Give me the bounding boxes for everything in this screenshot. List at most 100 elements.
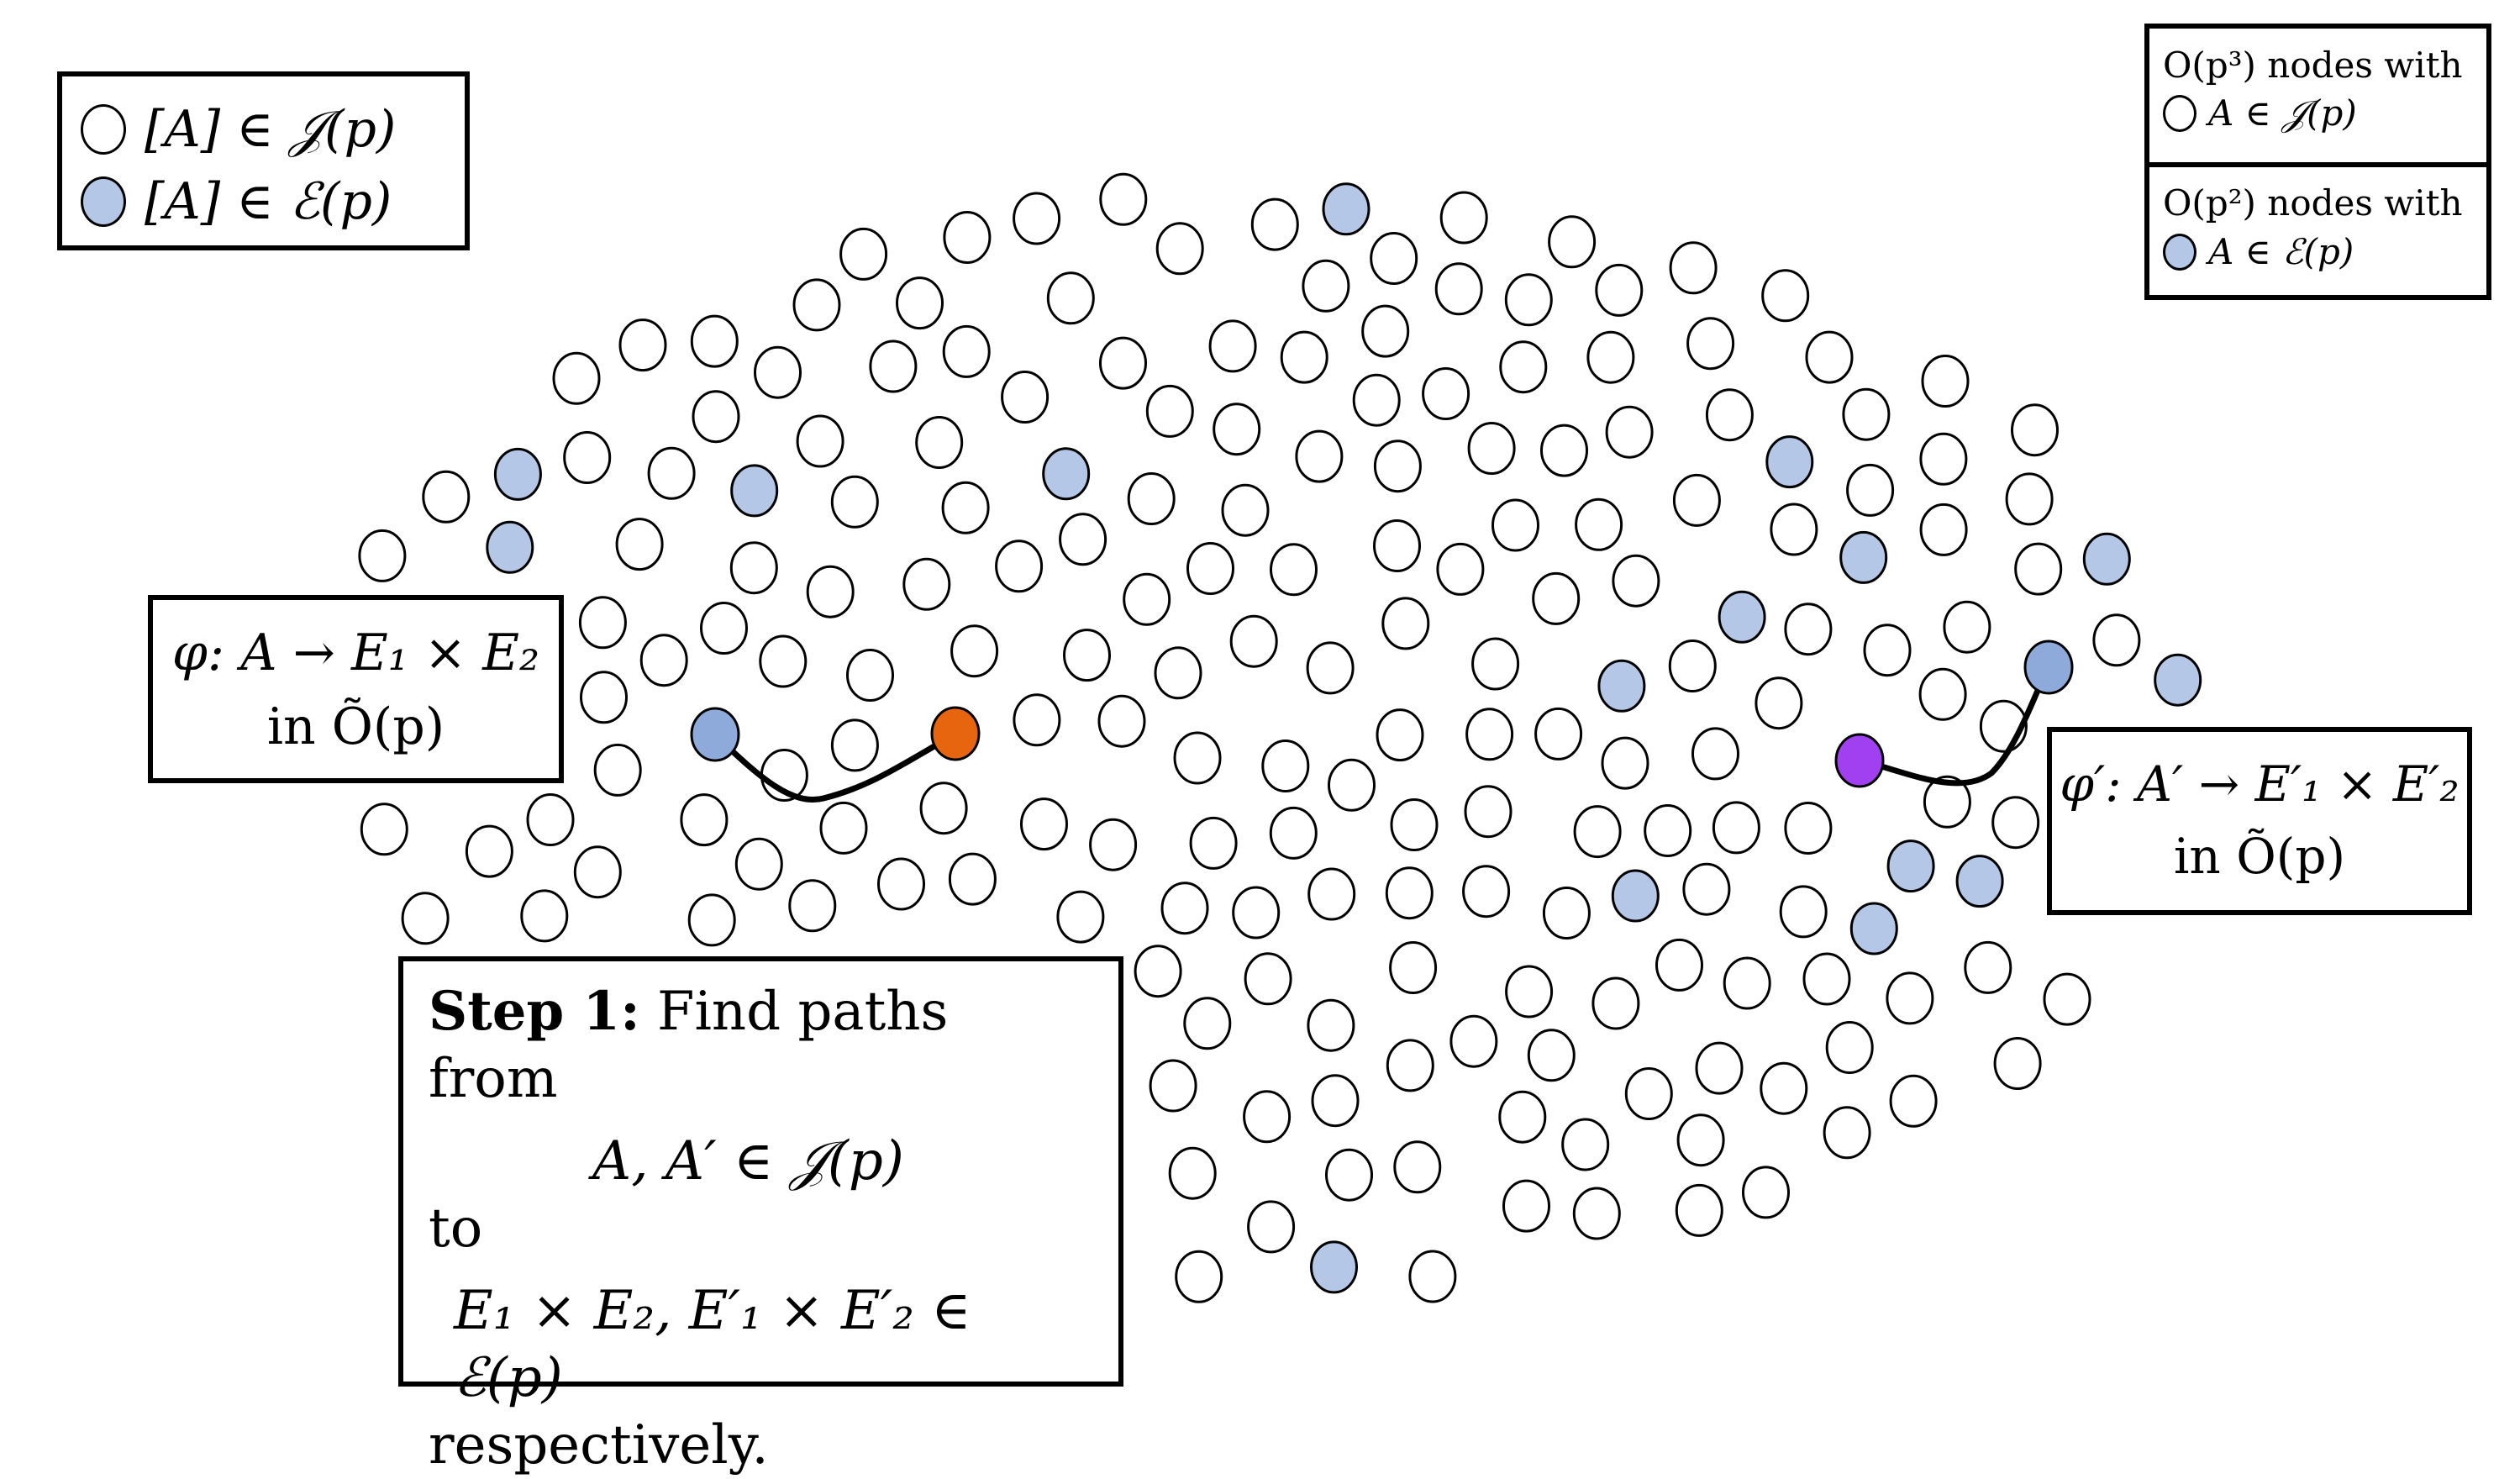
supersingular-node: [1243, 1090, 1292, 1144]
supersingular-node: [819, 801, 868, 855]
supersingular-node: [1408, 1250, 1457, 1303]
node-count-box: O(p³) nodes with A ∈ 𝒥(p) O(p²) nodes wi…: [2144, 24, 2491, 300]
supersingular-node: [1250, 197, 1299, 251]
supersingular-node: [1389, 941, 1438, 994]
supersingular-node: [1089, 818, 1138, 871]
supersingular-node: [647, 446, 696, 500]
supersingular-node: [1247, 1200, 1296, 1254]
supersingular-node: [687, 893, 736, 947]
supersingular-node: [1046, 271, 1095, 325]
supersingular-node: [1244, 952, 1292, 1006]
step-title: Step 1:: [429, 980, 640, 1043]
supersingular-node: [1001, 371, 1050, 424]
count-label: A ∈ 𝒥(p): [2208, 92, 2357, 134]
blue-node-icon: [2163, 233, 2196, 271]
supersingular-node: [1295, 429, 1344, 483]
supersingular-node: [2043, 972, 2091, 1026]
supersingular-node: [1311, 1074, 1360, 1128]
supersingular-node: [1682, 862, 1731, 916]
supersingular-node: [1175, 1250, 1223, 1303]
supersingular-node: [1491, 498, 1539, 552]
elliptic-node: [1718, 590, 1766, 644]
supersingular-node: [1863, 624, 1912, 677]
supersingular-node: [729, 541, 778, 595]
step-text: Find paths from: [429, 981, 949, 1110]
supersingular-node: [1586, 330, 1635, 384]
supersingular-node: [1145, 384, 1194, 438]
supersingular-node: [1675, 1183, 1723, 1237]
supersingular-node: [1306, 641, 1355, 695]
supersingular-node: [1669, 241, 1718, 295]
supersingular-node: [1499, 340, 1548, 394]
elliptic-node: [730, 464, 779, 518]
white-node-icon: [81, 104, 126, 155]
supersingular-node: [1160, 882, 1209, 935]
supersingular-node: [1370, 232, 1418, 285]
white-nodes: [358, 172, 2141, 1303]
step-heading: Step 1: Find paths from: [429, 978, 1093, 1113]
supersingular-node: [1668, 639, 1717, 692]
supersingular-node: [526, 793, 575, 846]
elliptic-node: [1042, 447, 1091, 501]
supersingular-node: [754, 345, 802, 399]
supersingular-node: [1393, 1140, 1442, 1194]
legend-label: [A] ∈ 𝒥(p): [145, 100, 397, 159]
supersingular-node: [1784, 603, 1833, 656]
supersingular-node: [948, 852, 997, 906]
supersingular-node: [1575, 497, 1623, 551]
count-label: A ∈ ℰ(p): [2208, 231, 2354, 272]
supersingular-node: [563, 431, 612, 484]
supersingular-node: [1307, 867, 1356, 921]
path-right: [1859, 666, 2051, 787]
supersingular-node: [1591, 976, 1640, 1030]
supersingular-node: [1601, 736, 1649, 790]
supersingular-node: [1919, 503, 1968, 556]
supersingular-node: [1099, 172, 1148, 226]
supersingular-node: [639, 634, 688, 687]
supersingular-node: [1213, 403, 1261, 456]
supersingular-node: [796, 414, 844, 468]
supersingular-node: [1712, 801, 1760, 855]
supersingular-node: [1059, 513, 1107, 566]
supersingular-node: [1462, 865, 1511, 918]
supersingular-node: [580, 671, 628, 724]
supersingular-node: [995, 539, 1044, 593]
elliptic-node: [1611, 869, 1660, 923]
supersingular-node: [680, 793, 729, 847]
white-node-icon: [2163, 95, 2196, 132]
supersingular-node: [1842, 387, 1891, 441]
count-cell-cubic: O(p³) nodes with A ∈ 𝒥(p): [2149, 29, 2486, 162]
supersingular-node: [578, 596, 627, 650]
supersingular-node: [1436, 542, 1485, 596]
end-node-blue: [2023, 639, 2074, 695]
elliptic-node: [1886, 840, 1935, 893]
supersingular-node: [943, 211, 992, 264]
supersingular-node: [1134, 945, 1182, 998]
supersingular-node: [759, 634, 808, 688]
supersingular-node: [1755, 676, 1803, 730]
supersingular-node: [1270, 543, 1318, 597]
supersingular-node: [1644, 804, 1692, 857]
supersingular-node: [700, 602, 748, 655]
supersingular-node: [1155, 222, 1204, 276]
supersingular-node: [1434, 262, 1483, 316]
supersingular-node: [830, 718, 879, 772]
supersingular-node: [1805, 330, 1854, 384]
supersingular-node: [1127, 472, 1176, 525]
supersingular-node: [1208, 319, 1257, 373]
supersingular-node: [1390, 798, 1439, 851]
start-node-a-prime: [1834, 733, 1885, 788]
supersingular-node: [1534, 707, 1583, 761]
supersingular-node: [2092, 613, 2141, 667]
supersingular-node: [1943, 600, 1991, 654]
step-description-box: Step 1: Find paths from A, A′ ∈ 𝒥(p) to …: [398, 956, 1123, 1476]
supersingular-node: [1770, 503, 1818, 556]
supersingular-node: [1573, 805, 1622, 859]
isogeny-label-right: φ′: A′ → E′₁ × E′₂ in Õ(p): [2047, 727, 2472, 915]
supersingular-node: [2011, 403, 2059, 457]
elliptic-node: [486, 520, 534, 574]
supersingular-node: [422, 470, 471, 524]
supersingular-node: [1691, 727, 1739, 781]
supersingular-node: [839, 227, 888, 281]
supersingular-node: [830, 475, 879, 529]
